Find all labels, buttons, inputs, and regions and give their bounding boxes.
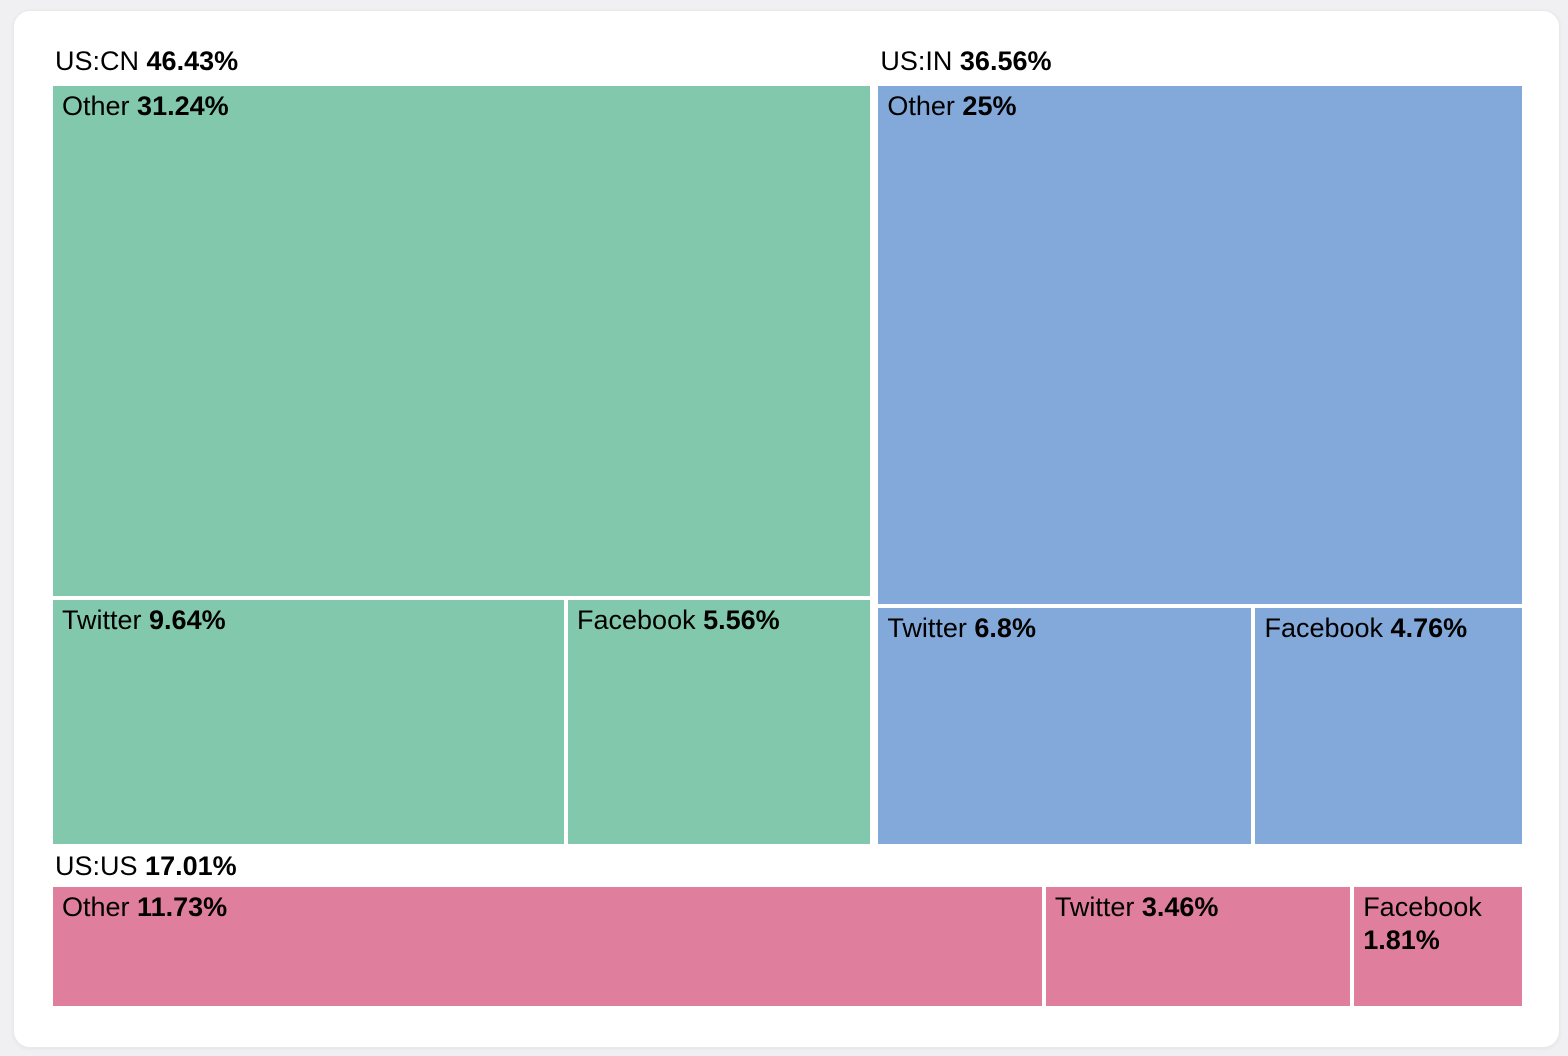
group-cells: Other 25% Twitter 6.8% Facebook 4.76% <box>878 86 1522 844</box>
cell-name: Facebook <box>1264 613 1384 644</box>
group-name: US:IN <box>880 46 953 76</box>
group-value: 17.01% <box>145 851 237 881</box>
group-cells: Other 31.24% Twitter 9.64% Facebook 5.56… <box>53 86 871 844</box>
cell-value: 25% <box>962 91 1017 121</box>
group-value: 36.56% <box>959 46 1052 76</box>
treemap-group-us-in: US:IN 36.56% Other 25% Twitter 6.8% <box>878 45 1522 844</box>
cell-name: Facebook <box>577 604 696 635</box>
cell-us-cn-twitter[interactable]: Twitter 9.64% <box>53 599 565 844</box>
cell-value: 31.24% <box>137 91 229 121</box>
group-label-us-us: US:US 17.01% <box>53 851 1522 887</box>
cell-name: Other <box>62 91 130 121</box>
cell-us-us-facebook[interactable]: Facebook 1.81% <box>1354 887 1522 1006</box>
cell-value: 4.76% <box>1390 613 1468 644</box>
minor-row: Twitter 6.8% Facebook 4.76% <box>878 608 1522 844</box>
minor-row: Twitter 9.64% Facebook 5.56% <box>53 599 871 844</box>
group-label-us-in: US:IN 36.56% <box>878 45 1522 86</box>
cell-value: 9.64% <box>149 604 226 635</box>
group-name: US:CN <box>55 46 140 76</box>
treemap: US:CN 46.43% Other 31.24% Twitter 9.64% <box>53 45 1522 1006</box>
cell-us-us-twitter[interactable]: Twitter 3.46% <box>1045 887 1351 1006</box>
cell-us-in-other[interactable]: Other 25% <box>878 86 1522 605</box>
cell-name: Facebook <box>1363 892 1482 922</box>
cell-name: Twitter <box>887 613 967 644</box>
group-cells: Other 11.73% Twitter 3.46% Facebook 1.81… <box>53 887 1522 1006</box>
cell-us-cn-other[interactable]: Other 31.24% <box>53 86 871 596</box>
group-name: US:US <box>55 851 138 881</box>
treemap-group-us-us: US:US 17.01% Other 11.73% Twitter 3.46% … <box>53 851 1522 1006</box>
cell-value: 6.8% <box>974 613 1036 644</box>
cell-value: 11.73% <box>137 892 228 922</box>
group-value: 46.43% <box>146 46 239 76</box>
group-label-us-cn: US:CN 46.43% <box>53 45 870 86</box>
cell-us-cn-facebook[interactable]: Facebook 5.56% <box>568 599 871 844</box>
cell-value: 5.56% <box>703 604 780 635</box>
cell-name: Twitter <box>1054 892 1135 922</box>
cell-value: 3.46% <box>1141 892 1219 922</box>
cell-us-in-facebook[interactable]: Facebook 4.76% <box>1255 608 1522 844</box>
cell-name: Other <box>62 892 130 922</box>
cell-name: Twitter <box>62 604 142 635</box>
treemap-major-row: US:CN 46.43% Other 31.24% Twitter 9.64% <box>53 45 1522 844</box>
cell-value: 1.81% <box>1363 925 1440 955</box>
chart-panel: US:CN 46.43% Other 31.24% Twitter 9.64% <box>13 10 1560 1048</box>
cell-us-in-twitter[interactable]: Twitter 6.8% <box>878 608 1252 844</box>
cell-name: Other <box>887 91 955 121</box>
cell-us-us-other[interactable]: Other 11.73% <box>53 887 1042 1006</box>
treemap-group-us-cn: US:CN 46.43% Other 31.24% Twitter 9.64% <box>53 45 871 844</box>
